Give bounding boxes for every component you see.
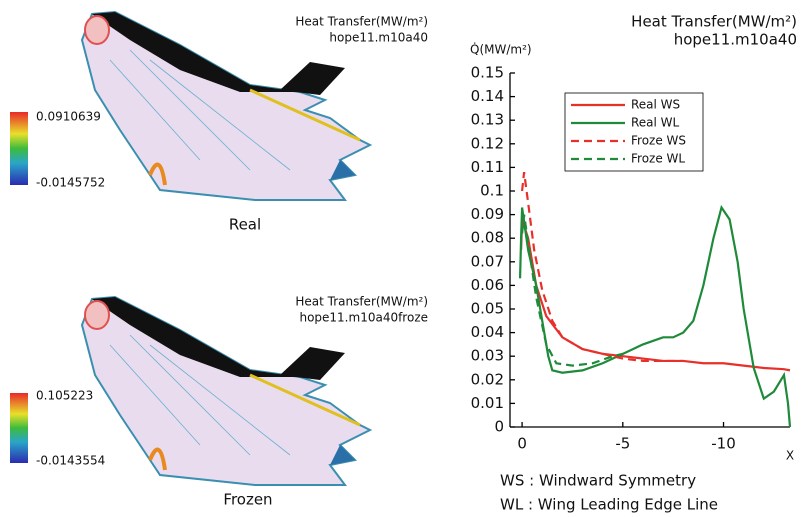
y-tick-label: 0.08 [471, 229, 504, 247]
y-tick-label: 0.1 [480, 182, 504, 200]
x-tick-label: 0 [517, 435, 527, 453]
panel-label: Real [229, 216, 261, 234]
series-line [520, 214, 624, 367]
legend-label: Real WL [631, 116, 680, 130]
panel-title: Heat Transfer(MW/m²) [295, 15, 428, 29]
y-tick-label: 0 [494, 418, 504, 436]
note: WL : Wing Leading Edge Line [500, 496, 718, 514]
y-tick-label: 0.04 [471, 323, 504, 341]
ship-image-real [80, 10, 372, 202]
x-tick-label: -5 [615, 435, 630, 453]
y-tick-label: 0.09 [471, 205, 504, 223]
y-tick-label: 0.02 [471, 370, 504, 388]
chart-title: Heat Transfer(MW/m²) [631, 13, 797, 31]
y-tick-label: 0.14 [471, 87, 504, 105]
x-tick-label: -10 [711, 435, 736, 453]
colorbar [10, 393, 28, 463]
y-axis-label: Q̇(MW/m²) [470, 42, 532, 56]
legend-label: Froze WS [631, 134, 686, 148]
panel-title: Heat Transfer(MW/m²) [295, 295, 428, 309]
colorbar-min: -0.0143554 [36, 454, 105, 468]
y-tick-label: 0.13 [471, 111, 504, 129]
chart-subtitle: hope11.m10a40 [674, 31, 797, 49]
y-tick-label: 0.03 [471, 347, 504, 365]
y-tick-label: 0.15 [471, 64, 504, 82]
y-tick-label: 0.05 [471, 300, 504, 318]
ship-image-frozen [80, 295, 372, 487]
colorbar-max: 0.0910639 [36, 110, 101, 124]
panel-run: hope11.m10a40froze [299, 311, 428, 325]
y-tick-label: 0.06 [471, 276, 504, 294]
panel-run: hope11.m10a40 [329, 31, 428, 45]
y-tick-label: 0.01 [471, 394, 504, 412]
colorbar-min: -0.0145752 [36, 176, 105, 190]
colorbar [10, 112, 28, 185]
legend-label: Real WS [631, 98, 680, 112]
series-line [520, 171, 684, 363]
series-line [518, 204, 792, 428]
panel-label: Frozen [223, 491, 272, 509]
y-tick-label: 0.12 [471, 134, 504, 152]
y-tick-label: 0.11 [471, 158, 504, 176]
legend-label: Froze WL [631, 152, 685, 166]
y-tick-label: 0.07 [471, 252, 504, 270]
note: WS : Windward Symmetry [500, 472, 696, 490]
x-axis-label: X [786, 449, 794, 463]
colorbar-max: 0.105223 [36, 389, 93, 403]
